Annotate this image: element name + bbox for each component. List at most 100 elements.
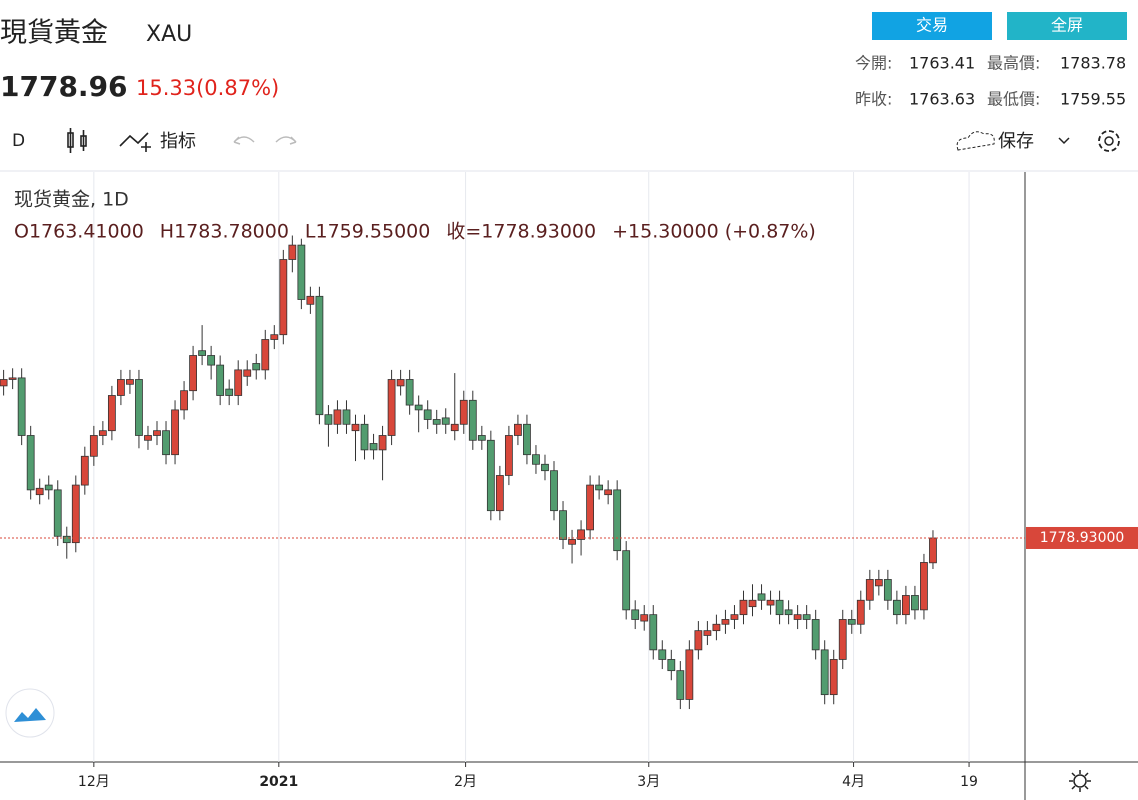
candle-body: [243, 369, 252, 377]
candle-body: [838, 619, 847, 660]
candle-body: [721, 619, 730, 625]
candle-body: [369, 443, 378, 451]
price: 1778.96: [0, 70, 128, 103]
candle-body: [44, 484, 53, 491]
candle-body: [288, 244, 297, 260]
settings[interactable]: [1098, 130, 1120, 152]
ohlc-legend: H1783.78000: [160, 221, 289, 243]
undo-redo[interactable]: [233, 136, 297, 145]
candle-body: [26, 435, 35, 491]
candle-body: [649, 614, 658, 651]
candle-body: [450, 423, 459, 432]
stat-label: 最高價:: [987, 54, 1040, 73]
candle-body: [911, 595, 919, 611]
candle-body: [865, 579, 874, 601]
candle-body: [523, 423, 531, 456]
candle-body: [883, 579, 892, 601]
stat-value: 1759.55: [1060, 90, 1126, 109]
candle-body: [333, 409, 342, 425]
logo-badge[interactable]: [5, 688, 55, 738]
candle-body: [261, 339, 270, 371]
stat-value: 1783.78: [1060, 54, 1126, 73]
candle-body: [820, 649, 829, 696]
candle-body: [920, 562, 928, 611]
cloud-icon[interactable]: [956, 131, 995, 151]
candle-body: [514, 423, 522, 436]
candle-body: [748, 599, 757, 608]
time-settings-rays[interactable]: [1069, 770, 1091, 792]
candle-body: [676, 670, 685, 700]
interval[interactable]: D: [12, 131, 25, 151]
candle-body: [107, 395, 116, 432]
logo[interactable]: [14, 708, 46, 722]
trade-button[interactable]: [872, 12, 992, 40]
fullscreen-button-label[interactable]: 全屏: [1051, 16, 1083, 35]
x-tick-label: 2月: [454, 774, 477, 790]
x-tick-label: 2021: [259, 774, 298, 790]
candle-body: [595, 484, 604, 491]
candle-body: [784, 609, 793, 616]
settings-hub[interactable]: [1104, 136, 1114, 146]
candle-body: [559, 510, 567, 540]
candle-body: [198, 350, 207, 356]
candle-body: [504, 435, 513, 476]
indicators[interactable]: 指标: [160, 131, 196, 152]
candle-body: [712, 623, 721, 632]
candle-body: [171, 409, 179, 456]
candle-body: [775, 599, 784, 616]
candle-body: [0, 379, 8, 387]
time-settings[interactable]: [1073, 774, 1087, 788]
candle-body: [432, 419, 441, 425]
candle-body: [631, 609, 640, 620]
candle-body: [613, 489, 622, 552]
candle-body: [892, 599, 901, 616]
candle-body: [694, 630, 703, 651]
ohlc-legend: 收=1778.93000: [446, 221, 596, 243]
candle-body: [667, 659, 676, 672]
candle-body: [117, 379, 125, 396]
candle-body: [541, 463, 549, 472]
save[interactable]: 保存: [998, 131, 1034, 152]
candle-body: [234, 369, 243, 396]
candle-body: [874, 579, 883, 587]
candle-body: [71, 484, 80, 544]
candle-body: [811, 619, 820, 651]
ohlc-legend: +15.30000 (+0.87%): [612, 221, 816, 243]
change: 15.33(0.87%): [136, 76, 279, 100]
x-tick-label: 3月: [637, 774, 660, 790]
candle-body: [901, 595, 910, 616]
symbol: XAU: [146, 22, 192, 47]
candle-body: [486, 439, 495, 512]
candle-body: [360, 423, 369, 451]
indicator-icon[interactable]: [119, 132, 151, 152]
candle-body: [550, 470, 558, 512]
x-tick-label: 12月: [78, 774, 110, 790]
candle-body: [856, 599, 865, 625]
candle-body: [441, 417, 450, 425]
candle-body: [216, 364, 225, 396]
candle-body: [207, 355, 216, 366]
candle-body: [396, 379, 405, 387]
candle-body: [802, 614, 811, 620]
candle-body: [468, 399, 477, 441]
ohlc-legend: L1759.55000: [305, 221, 430, 243]
candle-body: [297, 244, 306, 300]
candle-body: [270, 334, 279, 340]
candle-body: [847, 619, 856, 625]
candle-body: [829, 659, 838, 696]
last-price-label: 1778.93000: [1040, 530, 1125, 546]
candle-body: [153, 430, 161, 436]
candle-body: [162, 430, 170, 456]
candle-body: [189, 355, 197, 392]
candle-body: [739, 599, 748, 616]
candle-icon[interactable]: [67, 128, 87, 153]
fullscreen-button[interactable]: [1007, 12, 1127, 40]
candle-body: [577, 529, 585, 540]
candle-body: [135, 379, 143, 436]
trade-button-label[interactable]: 交易: [916, 16, 948, 35]
candle-body: [89, 435, 98, 457]
save-menu[interactable]: [1058, 137, 1070, 145]
candle-body: [477, 435, 486, 441]
